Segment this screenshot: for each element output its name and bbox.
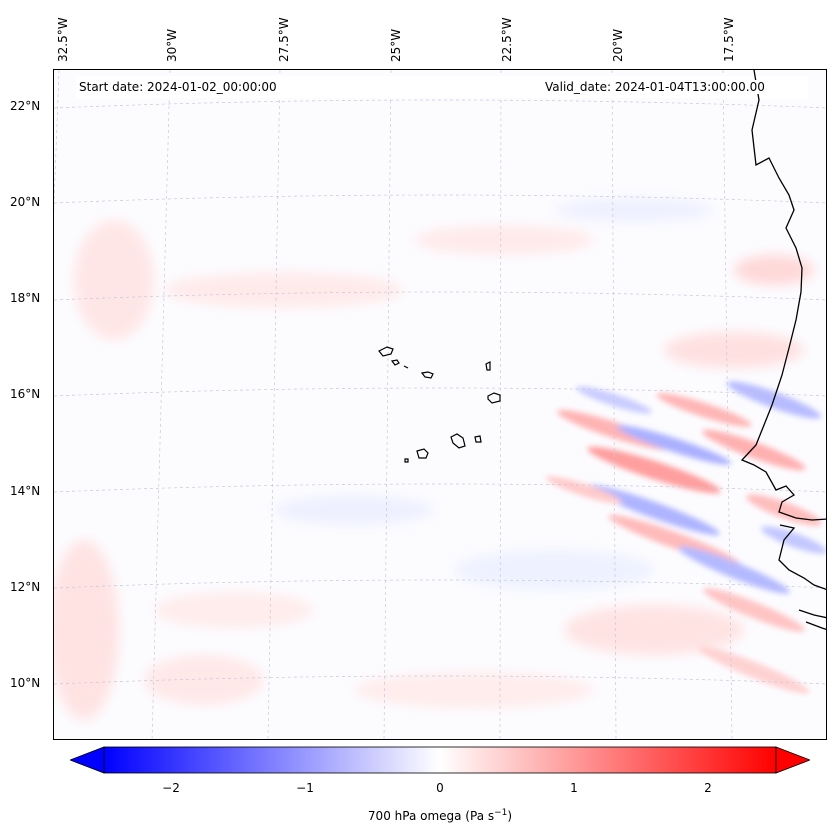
lat-label-20n: 20°N	[10, 195, 41, 209]
colorbar-label: 700 hPa omega (Pa s−1)	[368, 808, 512, 823]
colorbar-label-tail: )	[507, 809, 513, 823]
lon-label-27-5w: 27.5°W	[277, 17, 291, 62]
colorbar	[70, 746, 810, 774]
colorbar-extend-min	[70, 746, 105, 774]
cape-verde-islands	[378, 346, 501, 463]
lat-label-14n: 14°N	[10, 484, 41, 498]
colorbar-tick-2: 2	[704, 781, 712, 795]
colorbar-body	[103, 746, 777, 774]
omega-map	[53, 69, 827, 740]
colorbar-extend-max	[775, 746, 810, 774]
colorbar-tick-neg1: −1	[296, 781, 314, 795]
colorbar-label-exponent: −1	[494, 808, 508, 818]
lat-label-12n: 12°N	[10, 580, 41, 594]
lat-label-22n: 22°N	[10, 99, 41, 113]
omega-field	[54, 198, 814, 720]
valid-date-label: Valid_date: 2024-01-04T13:00:00.00	[545, 80, 765, 94]
lat-label-10n: 10°N	[10, 676, 41, 690]
lon-label-30w: 30°W	[165, 28, 179, 62]
lon-label-32-5w: 32.5°W	[56, 17, 70, 62]
colorbar-tick-0: 0	[436, 781, 444, 795]
lat-label-16n: 16°N	[10, 387, 41, 401]
lon-label-17-5w: 17.5°W	[722, 17, 736, 62]
lat-label-18n: 18°N	[10, 291, 41, 305]
colorbar-tick-neg2: −2	[162, 781, 180, 795]
lon-label-20w: 20°W	[611, 28, 625, 62]
lon-label-22-5w: 22.5°W	[500, 17, 514, 62]
start-date-label: Start date: 2024-01-02_00:00:00	[79, 80, 277, 94]
colorbar-tick-1: 1	[570, 781, 578, 795]
lon-label-25w: 25°W	[389, 28, 403, 62]
gridlines	[54, 70, 826, 739]
africa-coastline	[740, 70, 826, 631]
colorbar-label-text: 700 hPa omega (Pa s	[367, 809, 495, 823]
